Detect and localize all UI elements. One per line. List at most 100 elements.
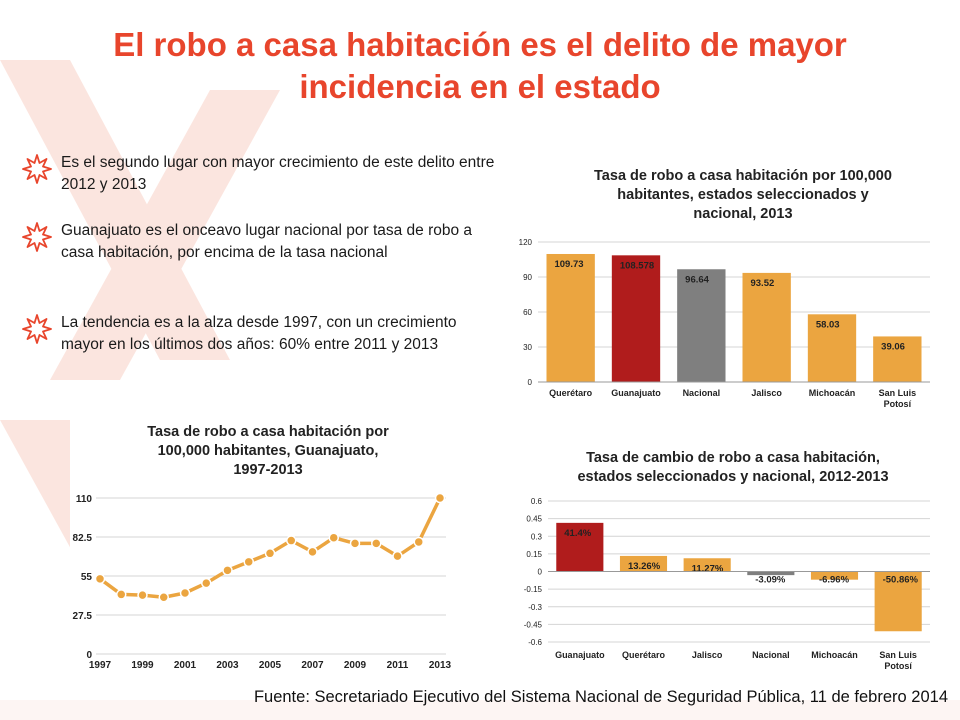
bar-value-label: 39.06: [881, 341, 905, 352]
category-label: San Luis: [879, 388, 917, 398]
data-point: [349, 538, 361, 549]
starburst-icon: [22, 222, 52, 252]
y-tick-label: 82.5: [73, 533, 93, 544]
bullet-text: Es el segundo lugar con mayor crecimient…: [61, 154, 495, 193]
x-tick-label: 2005: [259, 660, 282, 671]
y-tick-label: 0: [86, 650, 92, 661]
bar-value-label: -6.96%: [819, 575, 850, 586]
bar: [742, 272, 791, 382]
chart-title-line: Tasa de cambio de robo a casa habitación…: [586, 450, 880, 466]
x-tick-label: 2007: [301, 660, 324, 671]
category-label: Michoacán: [809, 388, 856, 398]
chart-title-line: habitantes, estados seleccionados y: [617, 187, 868, 203]
bar-value-label: 93.52: [750, 278, 774, 289]
bar: [873, 336, 922, 382]
y-tick-label: -0.15: [524, 585, 543, 594]
chart-title-line: 1997-2013: [233, 462, 302, 478]
bar: [611, 255, 661, 382]
chart-title-line: 100,000 habitantes, Guanajuato,: [158, 443, 379, 459]
starburst-icon: [22, 314, 52, 344]
bar-chart-2013-svg: Tasa de robo a casa habitación por 100,0…: [519, 168, 930, 409]
data-point: [137, 589, 148, 601]
data-point: [307, 546, 318, 558]
bar-value-label: -50.86%: [883, 575, 919, 586]
y-tick-label: 0: [538, 568, 543, 577]
category-label: San Luis: [879, 650, 917, 660]
category-label: Jalisco: [692, 650, 723, 660]
line-chart-guanajuato: Tasa de robo a casa habitación por 100,00…: [70, 412, 460, 674]
data-point: [158, 592, 169, 603]
bar-value-label: 108.578: [620, 260, 654, 271]
x-tick-label: 2013: [429, 660, 452, 671]
bar: [747, 571, 795, 576]
bullet-text: Guanajuato es el onceavo lugar nacional …: [61, 222, 473, 261]
chart-title-line: nacional, 2013: [693, 206, 792, 222]
data-point: [264, 548, 276, 559]
data-point: [179, 587, 191, 599]
source-note: Fuente: Secretariado Ejecutivo del Siste…: [253, 688, 948, 706]
category-label: Michoacán: [811, 650, 858, 660]
bar: [807, 314, 857, 382]
y-tick-label: 30: [523, 343, 532, 352]
y-tick-label: 0: [528, 378, 533, 387]
data-point: [371, 538, 382, 549]
category-label: Potosí: [884, 661, 912, 671]
series-line: [98, 497, 442, 600]
bar-chart-change: Tasa de cambio de robo a casa habitación…: [508, 438, 936, 674]
bar-chart-2013: Tasa de robo a casa habitación por 100,0…: [508, 152, 936, 414]
chart-title: Tasa de cambio de robo a casa habitación…: [577, 450, 888, 485]
bar-value-label: 13.26%: [628, 561, 661, 572]
y-tick-label: 110: [76, 494, 93, 505]
data-point: [243, 556, 254, 568]
y-tick-label: 55: [81, 572, 93, 583]
chart-title: Tasa de robo a casa habitación por 100,00…: [147, 424, 389, 478]
chart-title-line: estados seleccionados y nacional, 2012-2…: [577, 469, 888, 485]
bar: [874, 571, 922, 632]
data-point: [222, 565, 233, 576]
bar-value-label: 109.73: [554, 259, 583, 270]
bar: [619, 555, 668, 572]
y-tick-label: 0.3: [531, 532, 543, 541]
bar: [546, 253, 595, 382]
data-point: [286, 535, 297, 546]
x-tick-label: 1997: [89, 660, 112, 671]
data-point: [201, 577, 212, 589]
bar-value-label: 41.4%: [564, 528, 591, 539]
category-label: Jalisco: [751, 388, 782, 398]
x-tick-label: 2011: [387, 660, 409, 671]
bar-value-label: 96.64: [685, 274, 709, 285]
data-point: [434, 492, 446, 504]
bar: [683, 558, 731, 572]
y-tick-label: -0.45: [524, 620, 543, 629]
y-tick-label: 0.15: [526, 550, 542, 559]
bar-chart-change-svg: Tasa de cambio de robo a casa habitación…: [524, 450, 930, 671]
y-tick-label: 120: [519, 238, 533, 247]
bar-value-label: -3.09%: [755, 575, 786, 586]
category-label: Guanajuato: [611, 388, 661, 398]
data-point: [94, 573, 106, 585]
category-label: Querétaro: [622, 650, 666, 660]
category-label: Nacional: [752, 650, 790, 660]
x-tick-label: 2001: [174, 660, 197, 671]
data-point: [392, 550, 403, 562]
category-label: Nacional: [683, 388, 721, 398]
data-point: [116, 589, 127, 600]
bar: [677, 269, 726, 382]
chart-title: Tasa de robo a casa habitación por 100,0…: [594, 168, 892, 222]
x-tick-label: 2003: [216, 660, 239, 671]
bar-value-label: 11.27%: [692, 563, 724, 574]
y-tick-label: 0.45: [526, 515, 542, 524]
y-tick-label: 27.5: [73, 611, 93, 622]
category-label: Potosí: [884, 399, 912, 409]
bar-value-label: 58.03: [816, 319, 840, 330]
slide-title: El robo a casa habitación es el delito d…: [113, 26, 847, 105]
y-tick-label: -0.3: [528, 603, 542, 612]
y-tick-label: 0.6: [531, 497, 543, 506]
y-tick-label: -0.6: [528, 638, 542, 647]
chart-title-line: Tasa de robo a casa habitación por: [147, 424, 389, 440]
category-label: Guanajuato: [555, 650, 605, 660]
starburst-icon: [22, 154, 52, 184]
category-label: Querétaro: [549, 388, 593, 398]
data-point: [413, 536, 424, 548]
x-tick-label: 2009: [344, 660, 367, 671]
